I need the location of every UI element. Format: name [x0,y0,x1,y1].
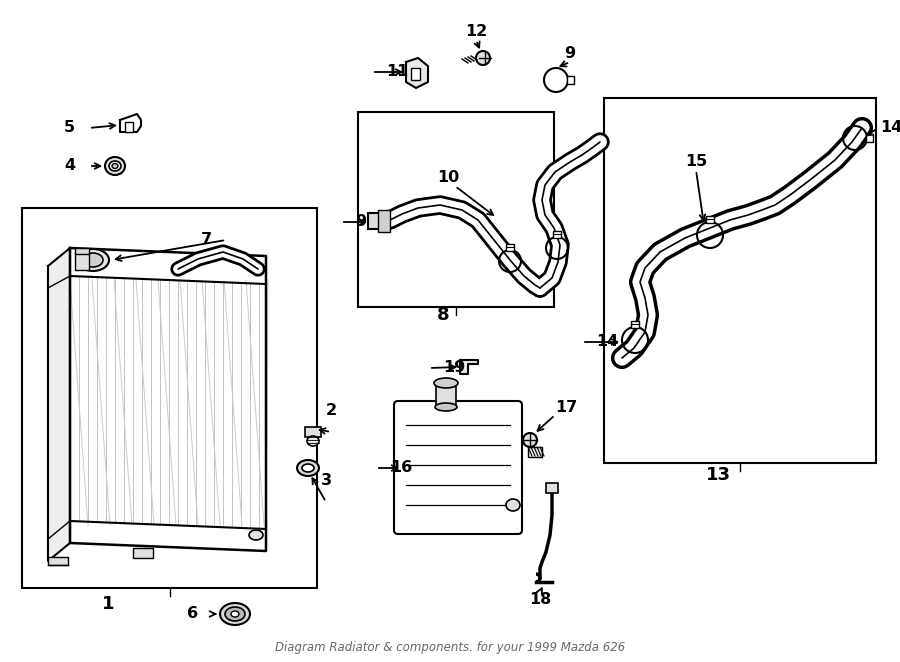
Ellipse shape [77,249,109,271]
Ellipse shape [83,253,103,267]
Text: 4: 4 [64,158,75,173]
Ellipse shape [220,603,250,625]
Ellipse shape [297,460,319,476]
Bar [528,447,542,457]
Text: 9: 9 [355,214,366,230]
Polygon shape [70,248,266,551]
Ellipse shape [523,433,537,447]
Ellipse shape [225,607,245,621]
Bar [411,68,420,80]
Ellipse shape [435,403,457,411]
Text: 8: 8 [436,306,449,324]
FancyBboxPatch shape [394,401,522,534]
Ellipse shape [231,611,239,617]
Bar [553,231,561,238]
Bar [368,213,386,229]
Bar [436,383,456,407]
Ellipse shape [434,378,458,388]
Bar [567,76,574,84]
Text: 3: 3 [320,473,331,488]
Bar [604,98,876,463]
Polygon shape [406,58,428,88]
Text: 19: 19 [443,361,465,375]
Bar [305,427,321,437]
Polygon shape [48,248,70,561]
Bar [866,134,873,142]
Ellipse shape [112,164,118,169]
Text: 17: 17 [555,401,577,416]
Text: 18: 18 [529,592,551,608]
Ellipse shape [506,499,520,511]
Bar [22,208,317,588]
Ellipse shape [109,161,121,171]
Bar [546,483,558,493]
Text: 5: 5 [64,120,75,136]
Bar [358,112,554,307]
Bar [631,321,639,328]
Ellipse shape [476,51,490,65]
Bar [48,557,68,565]
Text: 7: 7 [201,232,212,248]
Bar [75,248,89,254]
Text: 14: 14 [880,120,900,136]
Text: Diagram Radiator & components. for your 1999 Mazda 626: Diagram Radiator & components. for your … [274,641,626,655]
Text: 9: 9 [564,46,576,62]
Ellipse shape [302,464,314,472]
Text: 15: 15 [685,154,707,169]
Bar [706,216,714,223]
Text: 10: 10 [436,171,459,185]
Ellipse shape [249,530,263,540]
Text: 12: 12 [465,24,487,40]
Ellipse shape [307,436,319,446]
Text: 11: 11 [386,64,409,79]
Text: 2: 2 [326,403,337,418]
Text: 14: 14 [596,334,618,350]
Bar [133,548,153,558]
Bar [75,252,89,270]
Bar [125,122,133,132]
Text: 1: 1 [102,595,114,613]
Text: 6: 6 [187,606,198,622]
Bar [378,210,390,232]
Text: 13: 13 [706,466,731,484]
Bar [506,244,514,251]
Text: 16: 16 [390,461,412,475]
Ellipse shape [105,157,125,175]
Polygon shape [460,360,478,374]
